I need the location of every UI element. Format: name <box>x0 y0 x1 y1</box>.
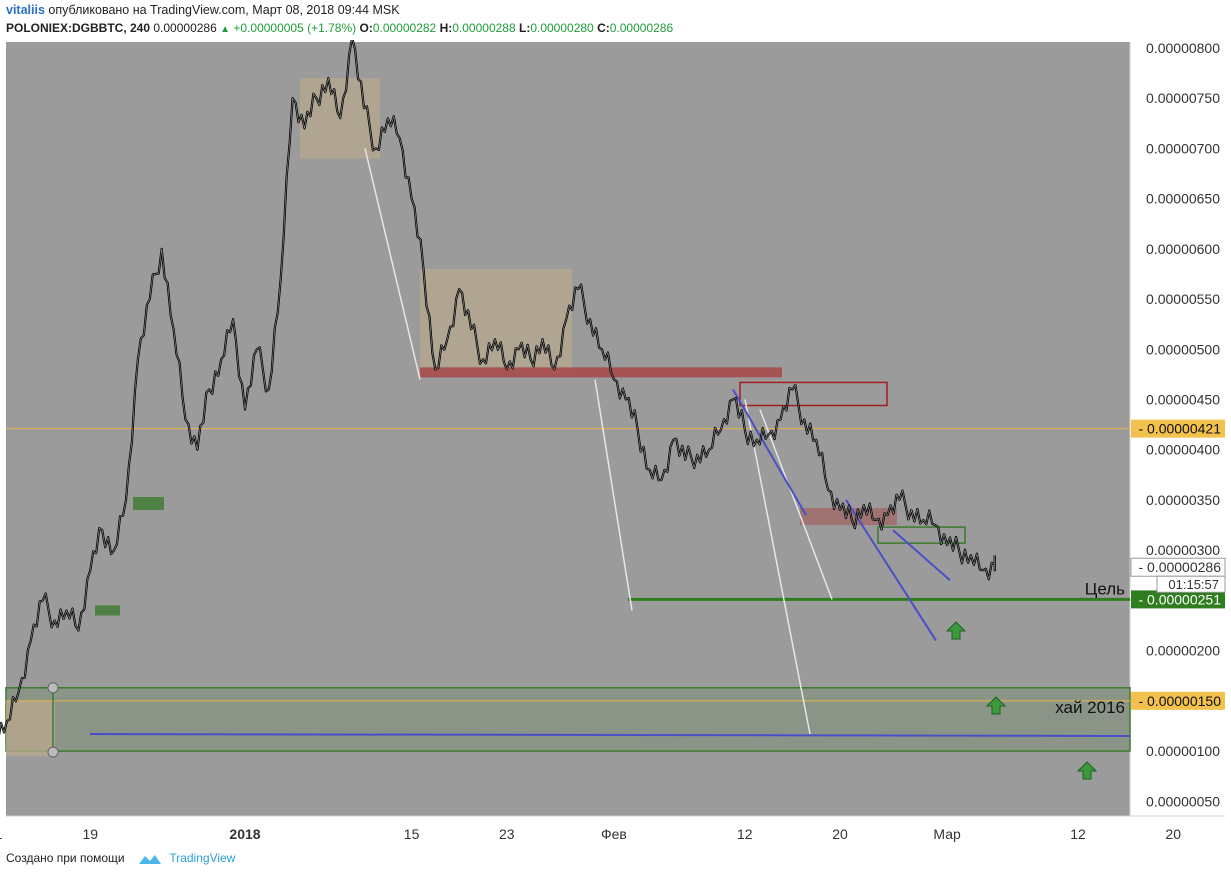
blue-support-line <box>89 732 1131 738</box>
last-price: 0.00000286 <box>153 21 217 35</box>
support-zone <box>95 605 120 616</box>
y-tick-label: 0.00000500 <box>1146 341 1220 357</box>
y-tick-label: 0.00000800 <box>1146 40 1220 56</box>
x-tick-label: 2018 <box>229 826 260 842</box>
ruler-handle <box>47 682 59 694</box>
low-value: 0.00000280 <box>530 21 594 35</box>
high-value: 0.00000288 <box>452 21 516 35</box>
close-value: 0.00000286 <box>609 21 674 35</box>
trend-line <box>732 388 807 516</box>
projection-line <box>594 379 633 611</box>
open-value: 0.00000282 <box>372 21 437 35</box>
consolidation-zone <box>6 700 55 757</box>
current-price-label: - 0.00000286 <box>1138 559 1221 575</box>
close-label: C: <box>597 21 610 35</box>
price-change: +0.00000005 (+1.78%) <box>233 21 357 35</box>
x-tick-label: 12 <box>737 826 753 842</box>
open-label: O: <box>359 21 373 35</box>
tradingview-link[interactable]: TradingView <box>169 851 236 865</box>
author-link[interactable]: vitaliis <box>6 3 45 17</box>
footer: Создано при помощи TradingView <box>6 851 235 866</box>
countdown-label: 01:15:57 <box>1168 577 1219 592</box>
up-arrow-icon: ▲ <box>220 24 231 35</box>
resistance-zone <box>800 507 897 526</box>
x-tick-label: 15 <box>404 826 420 842</box>
up-arrow-icon <box>985 696 1007 715</box>
x-tick-label: 19 <box>83 826 99 842</box>
resistance-box <box>739 381 888 407</box>
y-tick-label: 0.00000650 <box>1146 191 1220 207</box>
y-tick-label: 0.00000600 <box>1146 241 1220 257</box>
y-tick-label: 0.00000100 <box>1146 743 1220 759</box>
target-price-label-bg <box>1131 590 1225 609</box>
high-label: H: <box>439 21 453 35</box>
target-price-label: - 0.00000251 <box>1138 591 1221 607</box>
high-2016-price-label-bg <box>1131 691 1225 710</box>
projection-line <box>744 399 811 735</box>
up-arrow-icon <box>945 621 967 640</box>
support-zone-2016 <box>5 687 1131 752</box>
trend-line <box>892 529 951 582</box>
x-tick-label: 20 <box>832 826 848 842</box>
y-tick-label: 0.00000700 <box>1146 140 1220 156</box>
low-label: L: <box>519 21 531 35</box>
resistance-zone <box>420 367 782 378</box>
x-tick-label: Фев <box>601 826 627 842</box>
up-arrow-icon <box>1076 761 1098 780</box>
support-zone <box>133 496 164 510</box>
countdown-bg <box>1156 575 1226 593</box>
price-chart[interactable]: 0.000008500.000008000.000007500.00000700… <box>0 40 1231 846</box>
level-price-label-bg <box>1131 419 1225 438</box>
y-tick-label: 0.00000400 <box>1146 442 1220 458</box>
symbol-legend: POLONIEX:DGBBTC, 240 0.00000286 ▲ +0.000… <box>6 21 673 35</box>
published-text: опубликовано на TradingView.com, Март 08… <box>48 3 400 17</box>
y-tick-label: 0.00000200 <box>1146 643 1220 659</box>
y-tick-label: 0.00000050 <box>1146 793 1220 809</box>
y-tick-label: 0.00000550 <box>1146 291 1220 307</box>
high-2016-price-label: - 0.00000150 <box>1138 693 1221 709</box>
tradingview-logo-icon <box>138 854 161 864</box>
support-box <box>877 526 966 544</box>
y-tick-label: 0.00000350 <box>1146 492 1220 508</box>
price-series-highlight <box>0 40 996 734</box>
publish-info: vitaliis опубликовано на TradingView.com… <box>6 3 400 17</box>
y-tick-label: 0.00000300 <box>1146 542 1220 558</box>
time-axis <box>6 816 1130 846</box>
level-price-label: - 0.00000421 <box>1138 421 1221 437</box>
target-annotation: Цель <box>1085 579 1125 598</box>
high-2016-annotation: хай 2016 <box>1055 698 1125 717</box>
x-tick-label: Мар <box>933 826 961 842</box>
y-tick-label: 0.00000450 <box>1146 392 1220 408</box>
projection-line <box>759 409 833 600</box>
symbol-name: POLONIEX:DGBBTC, 240 <box>6 21 151 35</box>
x-tick-label: 11 <box>0 826 3 842</box>
x-tick-label: 20 <box>1165 826 1181 842</box>
projection-line <box>364 148 421 380</box>
created-with-text: Создано при помощи <box>6 851 125 865</box>
consolidation-zone <box>420 268 572 375</box>
y-tick-label: 0.00000750 <box>1146 90 1220 106</box>
x-tick-label: 12 <box>1070 826 1086 842</box>
trend-line <box>845 499 937 642</box>
ruler-handle <box>47 746 59 758</box>
x-tick-label: 23 <box>499 826 515 842</box>
